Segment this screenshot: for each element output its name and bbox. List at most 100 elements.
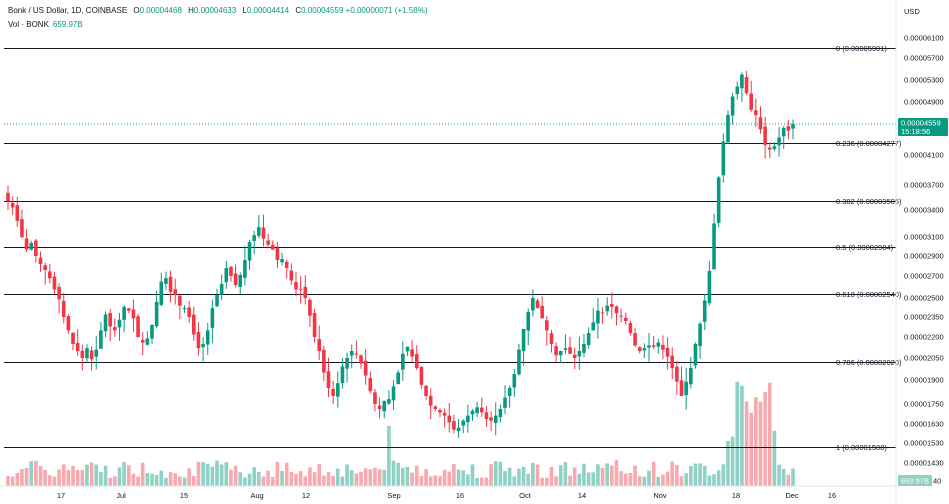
- time-tick-label: 17: [57, 491, 65, 500]
- candle-body: [280, 259, 284, 263]
- price-tick-label: 0.00003100: [904, 233, 944, 242]
- candle-body: [582, 344, 586, 353]
- volume-bar: [665, 471, 670, 486]
- volume-bar: [396, 462, 400, 486]
- countdown-timer: 15:18:56: [901, 127, 930, 136]
- candle-body: [275, 248, 280, 260]
- price-tick-label: 0.00002050: [904, 354, 944, 363]
- volume-bar: [489, 464, 493, 486]
- candle-body: [642, 348, 647, 351]
- candle-body: [754, 110, 758, 115]
- price-tick-label: 0.00003700: [904, 181, 944, 190]
- volume-bar: [238, 472, 243, 486]
- candle-body: [387, 399, 391, 404]
- volume-bar: [391, 460, 396, 486]
- time-axis[interactable]: 17 Jul 15 Aug 12 Sep 16 Oct 14 Nov 18 Dec 16: [57, 491, 836, 500]
- volume-bar: [140, 462, 145, 486]
- volume-bar: [164, 477, 168, 486]
- volume-bar: [503, 471, 507, 486]
- candle-body: [521, 329, 526, 352]
- candle-body: [270, 244, 275, 250]
- volume-bar: [373, 467, 377, 486]
- volume-bar: [233, 465, 238, 486]
- candle-body: [126, 308, 131, 311]
- volume-bar: [401, 467, 405, 486]
- volume-bar: [145, 472, 150, 486]
- candle-body: [261, 227, 266, 239]
- candle-body: [345, 358, 349, 369]
- volume-bar: [368, 469, 373, 486]
- volume-bar: [712, 474, 716, 486]
- volume-bar: [94, 464, 99, 486]
- candle-body: [484, 412, 489, 419]
- volume-bar: [498, 461, 503, 486]
- candle-body: [628, 323, 633, 333]
- volume-bar: [419, 475, 424, 486]
- candle-body: [20, 219, 24, 237]
- candle-body: [791, 123, 795, 129]
- candle-body: [354, 353, 359, 355]
- candle-body: [136, 316, 140, 337]
- candle-body: [716, 177, 721, 223]
- volume-bar: [261, 476, 266, 486]
- volume-bar: [136, 476, 140, 486]
- change-value: +0.00000071 (+1.58%): [345, 6, 428, 15]
- candle-body: [164, 278, 168, 284]
- high-label: H: [188, 6, 194, 15]
- volume-bar: [707, 475, 712, 486]
- price-tick-label: 0.00006100: [904, 34, 944, 43]
- price-tick-label: 0.00002500: [904, 294, 944, 303]
- volume-bar: [294, 473, 298, 486]
- volume-bar: [772, 430, 777, 486]
- candle-body: [498, 409, 503, 418]
- volume-bar: [428, 476, 433, 486]
- candle-body: [730, 96, 735, 116]
- volume-bar: [410, 472, 414, 486]
- volume-bar: [284, 462, 289, 486]
- candle-body: [707, 271, 712, 304]
- volume-bar: [43, 469, 47, 486]
- candle-body: [568, 347, 572, 354]
- candle-body: [665, 347, 670, 357]
- price-axis[interactable]: 0.00006100 0.00005700 0.00005300 0.00004900…: [904, 34, 944, 468]
- volume-bar: [452, 463, 456, 486]
- candle-body: [493, 415, 498, 423]
- price-tick-label: 0.00002700: [904, 272, 944, 281]
- candle-body: [289, 270, 294, 281]
- candle-body: [349, 351, 354, 356]
- volume-bar: [113, 476, 117, 486]
- volume-bar: [721, 464, 726, 486]
- volume-bar: [66, 469, 71, 486]
- volume-bar: [257, 471, 261, 486]
- candle-body: [391, 386, 396, 401]
- volume-bar: [531, 462, 535, 486]
- price-tick-label: 0.00004100: [904, 151, 944, 160]
- symbol-title[interactable]: Bonk / US Dollar, 1D, COINBASE: [8, 6, 128, 15]
- last-price-badge: 0.00004559 15:18:56: [898, 118, 948, 136]
- candle-body: [456, 427, 461, 432]
- candle-body: [38, 257, 43, 264]
- volume-bar: [754, 397, 758, 486]
- candle-body: [777, 137, 781, 146]
- candle-body: [572, 354, 577, 358]
- volume-bar: [637, 476, 642, 486]
- candle-body: [586, 333, 591, 345]
- volume-bar: [470, 464, 475, 486]
- volume-legend: Vol · BONK 659.97B: [8, 20, 83, 29]
- volume-bar: [693, 463, 698, 486]
- candle-body: [322, 349, 326, 373]
- volume-bar: [52, 476, 57, 486]
- volume-badge: 659.97B 40: [898, 475, 941, 486]
- volume-bar: [122, 461, 126, 486]
- price-tick-label: 0.00002350: [904, 313, 944, 322]
- candle-body: [131, 309, 136, 319]
- volume-bar: [349, 470, 354, 486]
- candle-body: [317, 339, 322, 351]
- candle-body: [670, 355, 675, 368]
- volume-bar: [447, 471, 452, 486]
- candle-body: [80, 351, 85, 358]
- volume-bar: [777, 464, 781, 486]
- candle-body: [173, 289, 178, 295]
- fib-level-label: 0.382 (0.00003505): [836, 197, 902, 206]
